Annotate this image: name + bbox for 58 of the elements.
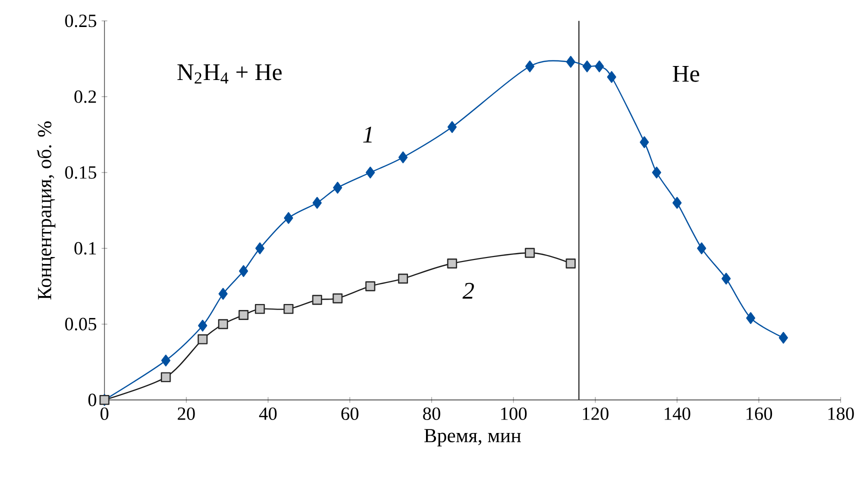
point xyxy=(284,212,294,224)
x-tick-label: 140 xyxy=(664,408,690,420)
point xyxy=(652,166,662,179)
point xyxy=(332,294,343,304)
point xyxy=(524,248,535,258)
point xyxy=(582,60,592,73)
point xyxy=(566,56,576,68)
y-tick-label: 0.25 xyxy=(65,14,96,28)
x-tick-label: 20 xyxy=(178,408,195,420)
series-label: 2 xyxy=(462,283,474,299)
x-tick-label: 100 xyxy=(501,408,527,420)
x-axis-title: Время, мин xyxy=(424,429,521,447)
x-tick-label: 80 xyxy=(423,408,440,420)
point xyxy=(366,166,375,179)
point xyxy=(640,136,649,148)
point xyxy=(238,310,249,320)
point xyxy=(594,60,604,73)
x-tick-label: 120 xyxy=(582,408,608,420)
point xyxy=(161,354,170,367)
point xyxy=(218,288,228,300)
point xyxy=(255,242,264,254)
y-tick-label: 0.2 xyxy=(74,90,96,104)
x-tick-label: 180 xyxy=(828,408,854,420)
annotation: N$_{2}$H$_{4}$ + He xyxy=(177,64,282,84)
y-tick-label: 0.15 xyxy=(65,166,96,180)
y-tick-label: 0.05 xyxy=(65,318,96,331)
point xyxy=(746,312,756,324)
annotation: He xyxy=(672,66,700,82)
y-tick-label: 0.1 xyxy=(74,242,96,255)
point xyxy=(566,258,576,269)
point xyxy=(697,242,706,254)
point xyxy=(778,332,788,344)
point xyxy=(254,304,265,314)
point xyxy=(312,295,322,306)
point xyxy=(218,319,228,330)
x-tick-label: 60 xyxy=(341,408,358,420)
point xyxy=(312,197,322,209)
point xyxy=(365,281,376,292)
point xyxy=(722,272,731,285)
point xyxy=(672,197,682,209)
point xyxy=(238,265,248,278)
point xyxy=(607,71,616,84)
point xyxy=(333,182,342,194)
point xyxy=(160,372,171,382)
y-axis-title: Концентрация, об. % xyxy=(36,122,56,300)
y-tick-label: 0 xyxy=(88,394,96,406)
point xyxy=(198,334,208,344)
series-label: 1 xyxy=(363,126,372,143)
point xyxy=(398,152,408,164)
x-tick-label: 40 xyxy=(259,408,277,420)
point xyxy=(448,121,457,134)
point xyxy=(525,60,534,73)
point xyxy=(447,258,458,269)
point xyxy=(198,320,208,332)
point xyxy=(398,274,408,284)
x-tick-label: 160 xyxy=(746,408,772,420)
point xyxy=(284,304,294,314)
x-tick-label: 0 xyxy=(100,408,108,420)
